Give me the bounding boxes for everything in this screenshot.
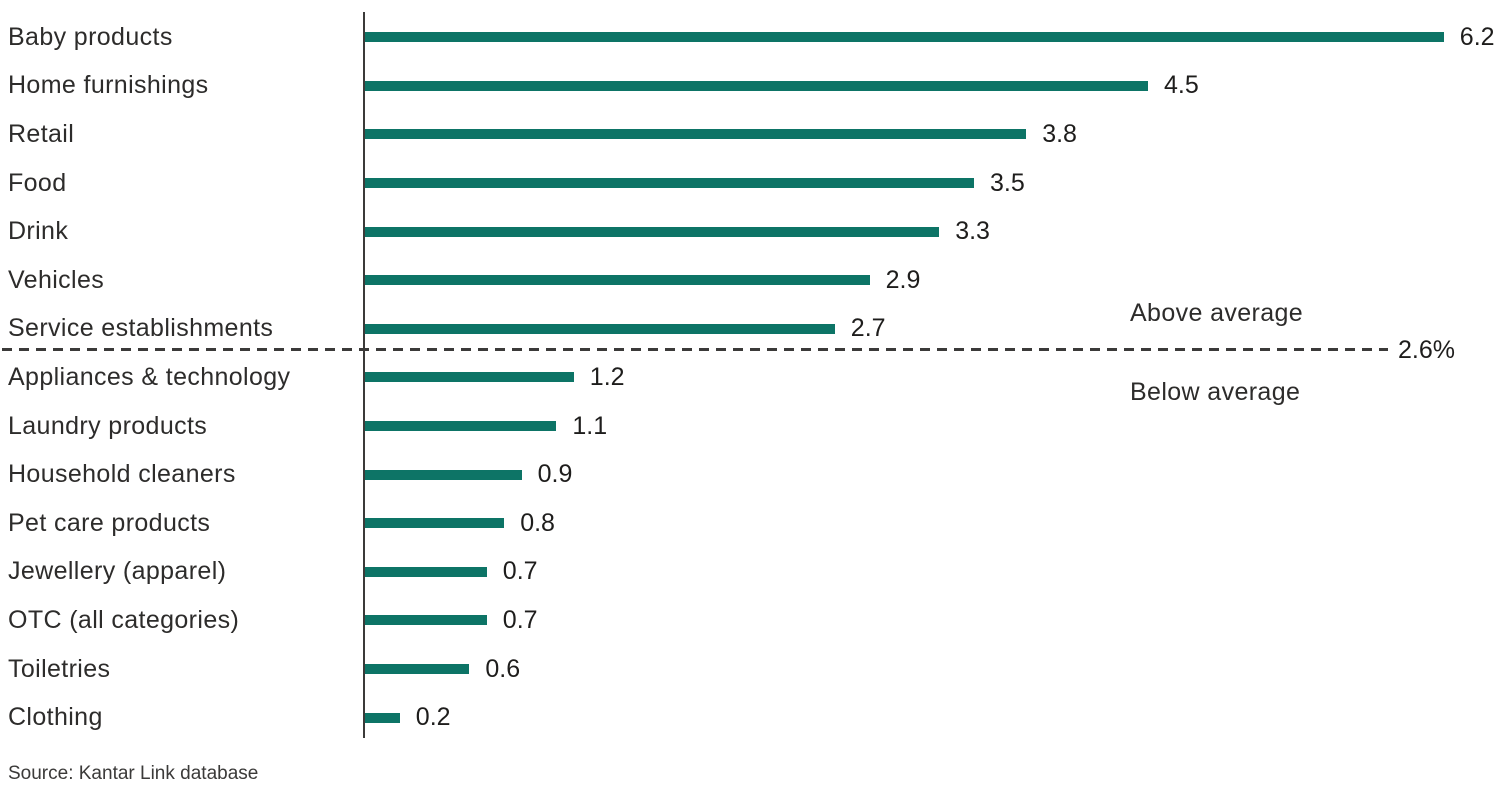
chart-row: Jewellery (apparel) 0.7 — [0, 548, 1500, 597]
chart-row: Pet care products 0.8 — [0, 499, 1500, 548]
category-label: Retail — [8, 119, 75, 148]
chart-row: Vehicles 2.9 — [0, 256, 1500, 305]
above-average-annotation: Above average — [1130, 299, 1304, 327]
chart-row: Retail 3.8 — [0, 110, 1500, 159]
category-label: Appliances & technology — [8, 362, 291, 391]
bar — [365, 712, 400, 723]
value-label: 3.5 — [990, 168, 1025, 197]
value-label: 0.8 — [520, 508, 555, 537]
category-label: Pet care products — [8, 508, 211, 537]
category-label: Drink — [8, 217, 69, 246]
value-label: 0.7 — [502, 557, 538, 586]
value-label: 3.8 — [1042, 119, 1077, 148]
value-label: 0.6 — [485, 654, 521, 683]
below-average-annotation: Below average — [1130, 378, 1301, 406]
chart-row: Drink 3.3 — [0, 207, 1500, 256]
value-label: 6.2 — [1459, 22, 1495, 51]
value-label: 0.7 — [502, 605, 538, 634]
chart-row: Toiletries 0.6 — [0, 645, 1500, 694]
category-label: Jewellery (apparel) — [8, 557, 227, 586]
value-label: 1.1 — [572, 411, 608, 440]
chart-row: Service establishments 2.7 — [0, 305, 1500, 354]
bar — [365, 615, 487, 626]
bar — [365, 80, 1148, 91]
chart-row: Household cleaners 0.9 — [0, 450, 1500, 499]
chart-row: Food 3.5 — [0, 159, 1500, 208]
value-label: 2.9 — [885, 265, 921, 294]
bar — [365, 323, 835, 334]
category-label: Baby products — [8, 22, 173, 51]
bar — [365, 566, 487, 577]
bar — [365, 372, 574, 383]
bar — [365, 664, 470, 675]
category-label: Service establishments — [8, 314, 274, 343]
bar — [365, 421, 557, 432]
value-label: 1.2 — [589, 362, 625, 391]
value-label: 2.7 — [850, 314, 886, 343]
category-label: Food — [8, 168, 67, 197]
bar — [365, 178, 974, 189]
category-label: Vehicles — [8, 265, 105, 294]
bar — [365, 226, 940, 237]
source-note: Source: Kantar Link database — [8, 763, 259, 784]
category-label: OTC (all categories) — [8, 605, 240, 634]
category-label: Toiletries — [8, 654, 111, 683]
value-label: 0.9 — [537, 460, 573, 489]
chart-row: Baby products 6.2 — [0, 13, 1500, 62]
chart-row: Home furnishings 4.5 — [0, 62, 1500, 111]
category-label: Household cleaners — [8, 460, 236, 489]
value-label: 3.3 — [955, 217, 990, 246]
chart-row: Appliances & technology 1.2 — [0, 353, 1500, 402]
category-label: Laundry products — [8, 411, 208, 440]
bar — [365, 129, 1027, 140]
chart-row: OTC (all categories) 0.7 — [0, 596, 1500, 645]
category-label: Home furnishings — [8, 71, 209, 100]
bar — [365, 275, 870, 286]
bar — [365, 518, 505, 529]
chart-row: Laundry products 1.1 — [0, 402, 1500, 451]
average-value-label: 2.6% — [1398, 336, 1455, 364]
bar-rows: Baby products 6.2 Home furnishings 4.5 Retai… — [0, 13, 1500, 742]
chart-row: Clothing 0.2 — [0, 693, 1500, 742]
category-label: Clothing — [8, 703, 103, 732]
bar — [365, 32, 1444, 43]
y-axis-line — [363, 12, 365, 738]
average-dashed-line — [2, 348, 1388, 351]
value-label: 4.5 — [1164, 71, 1199, 100]
bar — [365, 469, 522, 480]
value-label: 0.2 — [415, 703, 451, 732]
